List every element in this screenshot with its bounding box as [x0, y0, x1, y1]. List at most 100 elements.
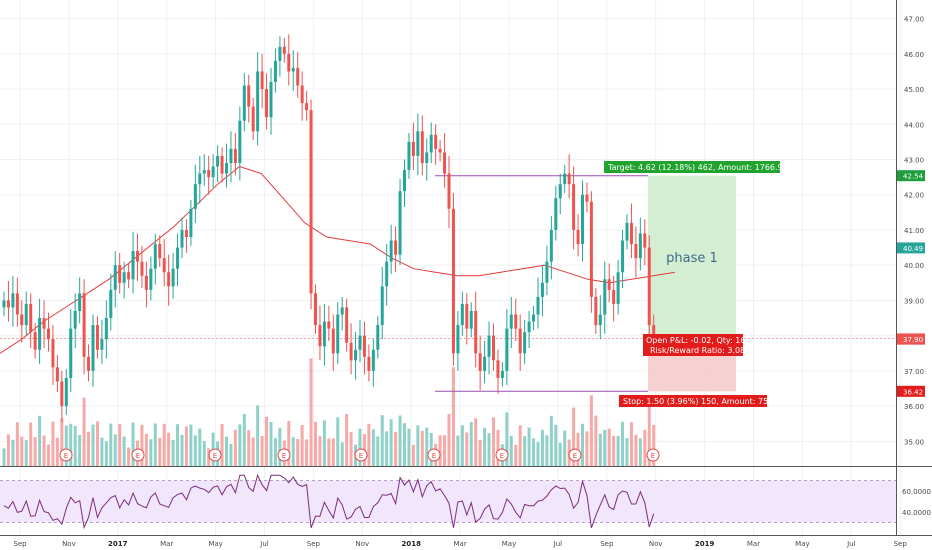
volume-bar [176, 424, 180, 466]
candle-body [456, 325, 460, 354]
volume-bar [585, 431, 589, 466]
volume-bar [460, 425, 464, 466]
candle-body [345, 307, 349, 343]
candle-body [492, 335, 495, 361]
volume-bar [532, 438, 536, 466]
volume-bar [314, 421, 317, 466]
volume-bar [242, 414, 246, 466]
volume-bar [478, 440, 482, 466]
target-zone [648, 175, 736, 339]
volume-bar [483, 427, 487, 466]
rsi-line [3, 473, 655, 530]
price-tag-label: 40.49 [903, 245, 923, 253]
volume-bar [389, 419, 393, 466]
price-tag-label: 42.54 [903, 173, 924, 181]
volume-bar [563, 430, 567, 466]
candle-body [465, 303, 469, 329]
candle-body [296, 67, 300, 86]
earnings-marker [277, 448, 291, 462]
candle-body [407, 141, 411, 171]
volume-bar [554, 424, 558, 466]
candle-body [354, 349, 358, 361]
candle-body [554, 198, 558, 230]
volume-bar [51, 421, 55, 466]
volume-bar [416, 425, 420, 466]
volume-bar [376, 436, 380, 466]
volume-bar [398, 415, 402, 466]
volume-bar [265, 416, 269, 466]
volume-bar [269, 422, 273, 466]
candle-body [251, 106, 255, 132]
volume-bar [33, 437, 37, 466]
candle-body [73, 310, 77, 329]
volume-bar [411, 444, 415, 466]
candle-body [95, 325, 99, 350]
candle-body [545, 261, 549, 283]
volume-bar [78, 435, 82, 466]
candle-body [420, 131, 424, 164]
time-tick-label: 2018 [401, 540, 421, 548]
candle-body [229, 148, 233, 164]
price-tick-label: 46.00 [904, 51, 924, 59]
volume-bar [420, 430, 424, 466]
volume-bar [652, 424, 656, 466]
earnings-marker [568, 448, 582, 462]
time-tick-label: Nov [62, 540, 76, 548]
time-tick-label: May [208, 540, 222, 548]
price-tick-label: 40.00 [904, 262, 924, 270]
phase-label: phase 1 [666, 251, 718, 266]
volume-bar [621, 421, 625, 466]
candle-body [403, 170, 406, 192]
candle-body [64, 377, 68, 407]
candle-body [652, 325, 656, 340]
volume-bar [291, 437, 295, 466]
rsi-tick-label: 60.0000 [902, 488, 931, 496]
volume-bar [225, 436, 228, 466]
candle-body [625, 222, 629, 241]
volume-bar [540, 429, 544, 466]
candle-body [612, 289, 616, 304]
earnings-marker [646, 448, 660, 462]
candle-body [572, 184, 576, 230]
earnings-marker-label: E [573, 452, 577, 460]
price-tick-label: 36.00 [904, 403, 924, 411]
candle-body [411, 141, 415, 156]
earnings-marker [427, 448, 441, 462]
volume-bar [29, 422, 33, 466]
volume-bar [380, 415, 384, 466]
volume-bar [153, 423, 157, 466]
candle-body [367, 356, 371, 371]
volume-bar [309, 358, 313, 466]
candle-body [567, 173, 571, 185]
candle-body [527, 321, 531, 333]
target-label-bg [604, 161, 780, 173]
time-tick-label: 2017 [108, 540, 128, 548]
volume-bar [549, 415, 553, 466]
volume-bar [64, 425, 68, 466]
volume-bar [180, 435, 184, 466]
price-tick-label: 35.00 [904, 438, 924, 446]
candle-body [469, 310, 473, 329]
stop-label-bg [619, 395, 767, 407]
candle-body [193, 184, 197, 209]
candle-body [256, 71, 260, 132]
candle-body [207, 170, 211, 178]
volume-bar [118, 424, 122, 466]
candle-body [322, 321, 326, 347]
time-tick-label: Mar [453, 540, 466, 548]
candle-body [2, 300, 6, 308]
time-tick-label: Mar [160, 540, 173, 548]
candle-body [634, 244, 638, 259]
time-tick-label: May [502, 540, 516, 548]
price-tick-label: 45.00 [904, 86, 924, 94]
time-tick-label: Sep [600, 540, 614, 548]
candle-body [500, 370, 504, 378]
candle-body [416, 131, 420, 156]
volume-bar [24, 440, 28, 466]
earnings-marker-label: E [500, 452, 504, 460]
volume-bar [638, 438, 642, 466]
time-tick-label: Jul [259, 540, 269, 548]
candle-body [11, 293, 15, 308]
candle-body [309, 110, 313, 294]
